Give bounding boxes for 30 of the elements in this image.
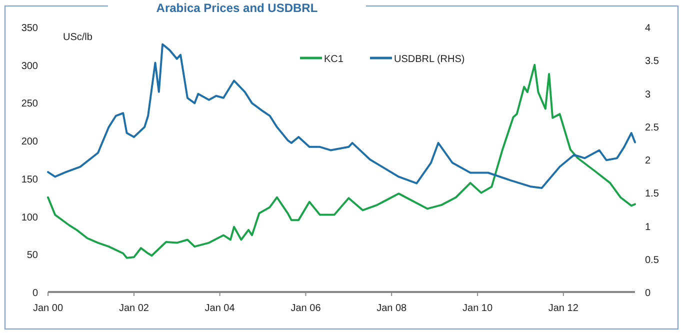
- y-tick-label: 150: [21, 174, 38, 186]
- y-tick-label: 50: [26, 250, 38, 262]
- y2-tick-label: 2.5: [645, 122, 660, 134]
- y2-tick-label: 0: [645, 288, 651, 299]
- line-series: [47, 43, 636, 189]
- y-tick-label: 250: [21, 98, 38, 110]
- x-tick-label: Jan 06: [290, 303, 322, 314]
- y2-tick-label: 0.5: [645, 254, 660, 266]
- y-tick-label: 0: [32, 288, 38, 299]
- x-tick-label: Jan 12: [548, 303, 579, 314]
- y2-tick-label: 2: [645, 156, 651, 166]
- y-tick-label: 100: [21, 212, 38, 224]
- y2-tick-label: 1: [645, 222, 651, 233]
- x-tick-label: Jan 02: [118, 303, 150, 314]
- x-tick-label: Jan 10: [462, 303, 493, 314]
- legend-label: USDBRL (RHS): [394, 54, 465, 65]
- x-tick-label: Jan 04: [204, 303, 236, 314]
- y2-tick-label: 4: [645, 23, 651, 34]
- y-tick-label: 200: [21, 136, 38, 148]
- y-axis-title: USc/lb: [63, 32, 93, 43]
- legend-label: KC1: [324, 54, 344, 65]
- y2-tick-label: 3.5: [645, 56, 660, 68]
- line-series: [47, 64, 636, 259]
- chart-title: Arabica Prices and USDBRL: [156, 1, 318, 15]
- y-tick-label: 350: [21, 23, 38, 34]
- y-tick-label: 300: [21, 60, 38, 72]
- x-tick-label: Jan 00: [32, 303, 64, 314]
- x-tick-label: Jan 08: [376, 303, 408, 314]
- y2-tick-label: 3: [645, 89, 651, 100]
- y2-tick-label: 1.5: [645, 188, 660, 200]
